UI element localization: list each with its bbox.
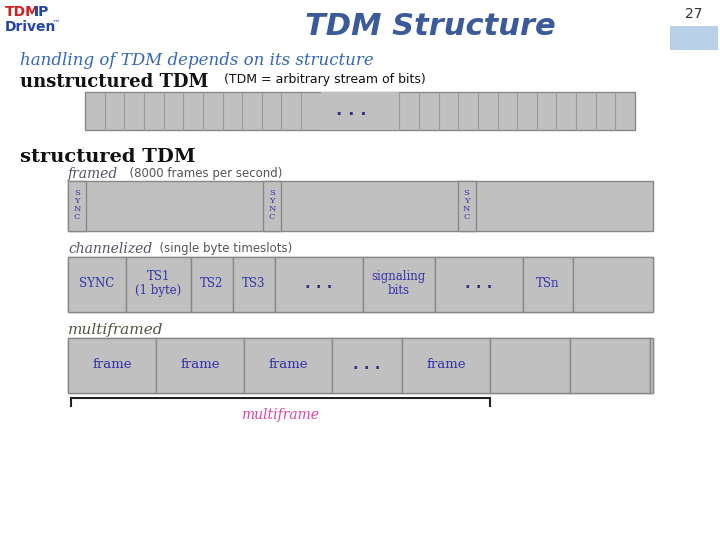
Text: multiframe: multiframe bbox=[241, 408, 320, 422]
Text: (single byte timeslots): (single byte timeslots) bbox=[152, 242, 292, 255]
Text: IP: IP bbox=[34, 5, 50, 19]
Bar bbox=[156, 338, 244, 393]
Text: TS2: TS2 bbox=[200, 277, 224, 290]
Text: TS1
(1 byte): TS1 (1 byte) bbox=[135, 270, 181, 297]
Text: . . .: . . . bbox=[465, 276, 492, 291]
Bar bbox=[402, 338, 490, 393]
Text: framed: framed bbox=[68, 167, 118, 181]
Text: S
Y
N
C: S Y N C bbox=[268, 188, 276, 221]
Text: ™: ™ bbox=[52, 19, 60, 28]
Text: handling of TDM depends on its structure: handling of TDM depends on its structure bbox=[20, 52, 374, 69]
Bar bbox=[263, 181, 281, 231]
Bar bbox=[275, 257, 363, 312]
Bar bbox=[332, 338, 402, 393]
Text: TSn: TSn bbox=[536, 277, 559, 290]
Bar bbox=[435, 257, 523, 312]
Text: . . .: . . . bbox=[336, 101, 367, 119]
Bar bbox=[490, 338, 570, 393]
Text: frame: frame bbox=[180, 358, 220, 371]
Text: frame: frame bbox=[269, 358, 307, 371]
Bar bbox=[191, 257, 233, 312]
Text: signaling
bits: signaling bits bbox=[372, 270, 426, 297]
Text: Driven: Driven bbox=[5, 20, 56, 34]
Text: (TDM = arbitrary stream of bits): (TDM = arbitrary stream of bits) bbox=[220, 73, 426, 86]
Bar bbox=[68, 257, 126, 312]
Text: unstructured TDM: unstructured TDM bbox=[20, 73, 209, 91]
Bar bbox=[126, 257, 191, 312]
Bar bbox=[650, 338, 653, 393]
Bar bbox=[570, 338, 650, 393]
Text: TDM Structure: TDM Structure bbox=[305, 12, 555, 41]
Bar bbox=[523, 257, 573, 312]
Bar bbox=[233, 257, 275, 312]
Text: channelized: channelized bbox=[68, 242, 152, 256]
Bar bbox=[68, 338, 653, 393]
Text: S
Y
N
C: S Y N C bbox=[463, 188, 470, 221]
Text: . . .: . . . bbox=[305, 276, 333, 291]
Bar bbox=[363, 257, 435, 312]
Text: . . .: . . . bbox=[354, 357, 381, 372]
Text: TDM: TDM bbox=[5, 5, 40, 19]
Bar bbox=[670, 26, 718, 50]
Text: SYNC: SYNC bbox=[79, 277, 114, 290]
Text: TS3: TS3 bbox=[242, 277, 266, 290]
Bar bbox=[85, 92, 635, 130]
Bar bbox=[68, 181, 86, 231]
Text: frame: frame bbox=[426, 358, 466, 371]
Bar bbox=[244, 338, 332, 393]
Bar bbox=[573, 257, 653, 312]
Text: S
Y
N
C: S Y N C bbox=[73, 188, 81, 221]
Bar bbox=[320, 92, 400, 130]
Text: multiframed: multiframed bbox=[68, 323, 163, 337]
Bar bbox=[68, 181, 653, 231]
Text: (8000 frames per second): (8000 frames per second) bbox=[122, 167, 282, 180]
Bar bbox=[68, 338, 156, 393]
Bar bbox=[68, 257, 653, 312]
Bar bbox=[458, 181, 476, 231]
Text: 27: 27 bbox=[685, 7, 703, 21]
Text: structured TDM: structured TDM bbox=[20, 148, 196, 166]
Text: frame: frame bbox=[92, 358, 132, 371]
